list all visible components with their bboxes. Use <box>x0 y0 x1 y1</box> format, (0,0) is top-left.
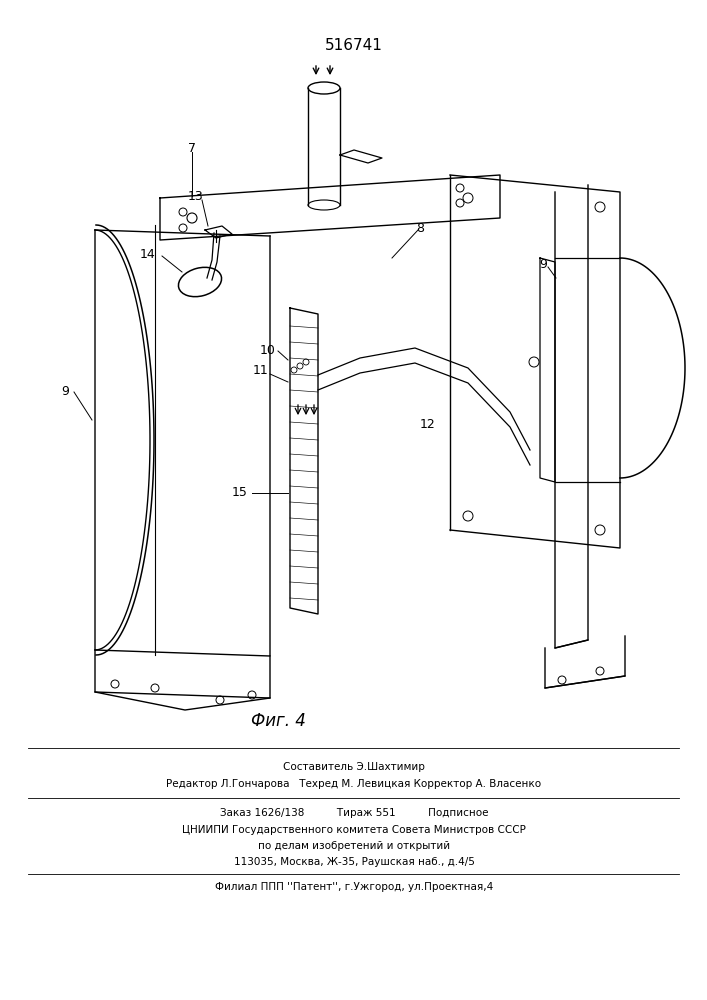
Text: 7: 7 <box>188 142 196 155</box>
Text: 14: 14 <box>140 248 156 261</box>
Text: 9: 9 <box>539 258 547 271</box>
Text: Редактор Л.Гончарова   Техред М. Левицкая Корректор А. Власенко: Редактор Л.Гончарова Техред М. Левицкая … <box>166 779 542 789</box>
Text: Составитель Э.Шахтимир: Составитель Э.Шахтимир <box>283 762 425 772</box>
Text: по делам изобретений и открытий: по делам изобретений и открытий <box>258 841 450 851</box>
Text: 10: 10 <box>260 344 276 357</box>
Text: Фиг. 4: Фиг. 4 <box>250 712 305 730</box>
Text: 8: 8 <box>416 222 424 235</box>
Text: 516741: 516741 <box>325 38 383 53</box>
Text: 13: 13 <box>188 190 204 203</box>
Text: 12: 12 <box>420 418 436 431</box>
Text: 113035, Москва, Ж-35, Раушская наб., д.4/5: 113035, Москва, Ж-35, Раушская наб., д.4… <box>233 857 474 867</box>
Text: Филиал ППП ''Патент'', г.Ужгород, ул.Проектная,4: Филиал ППП ''Патент'', г.Ужгород, ул.Про… <box>215 882 493 892</box>
Text: ЦНИИПИ Государственного комитета Совета Министров СССР: ЦНИИПИ Государственного комитета Совета … <box>182 825 526 835</box>
Text: 9: 9 <box>61 385 69 398</box>
Text: 15: 15 <box>232 486 248 499</box>
Text: Заказ 1626/138          Тираж 551          Подписное: Заказ 1626/138 Тираж 551 Подписное <box>220 808 489 818</box>
Text: 11: 11 <box>252 364 268 377</box>
